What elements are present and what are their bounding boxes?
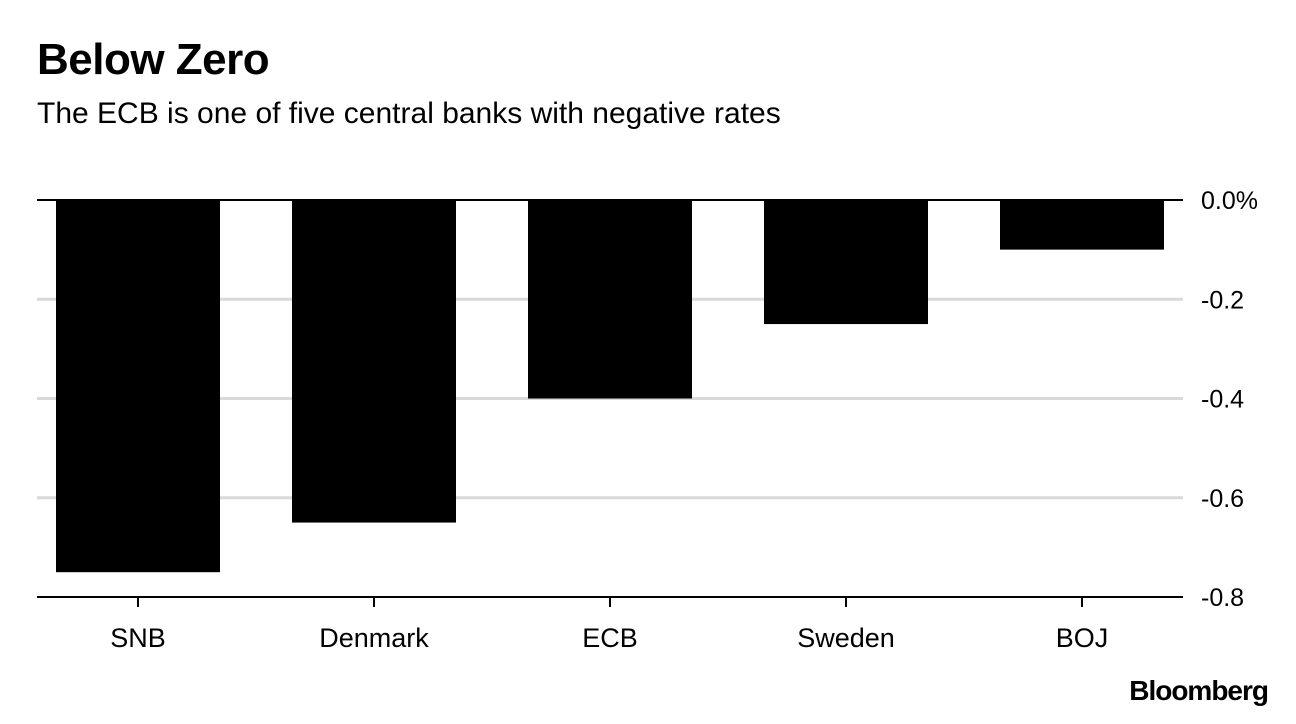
chart-title: Below Zero	[37, 35, 270, 84]
bar-snb	[56, 200, 220, 573]
bloomberg-logo: Bloomberg	[1129, 675, 1269, 706]
y-tick-label: -0.6	[1201, 485, 1244, 513]
tick-labels: 0.0% -0.2 -0.4 -0.6 -0.8 SNB Denmark ECB Sweden B…	[110, 187, 1258, 653]
y-tick-label: -0.8	[1201, 584, 1244, 612]
bar-denmark	[292, 200, 456, 523]
bar-ecb	[528, 200, 692, 399]
y-tick-label: -0.2	[1201, 286, 1244, 314]
chart-subtitle: The ECB is one of five central banks wit…	[37, 97, 781, 130]
axes	[37, 199, 1183, 607]
x-tick-label: ECB	[582, 623, 638, 653]
x-tick-label: BOJ	[1056, 623, 1109, 653]
bar-boj	[1000, 200, 1164, 250]
y-tick-label: -0.4	[1201, 386, 1244, 414]
x-tick-label: Sweden	[797, 623, 895, 653]
bars	[56, 200, 1164, 573]
y-tick-label: 0.0%	[1201, 187, 1258, 215]
bar-sweden	[764, 200, 928, 325]
x-tick-label: SNB	[110, 623, 166, 653]
x-tick-label: Denmark	[319, 623, 429, 653]
